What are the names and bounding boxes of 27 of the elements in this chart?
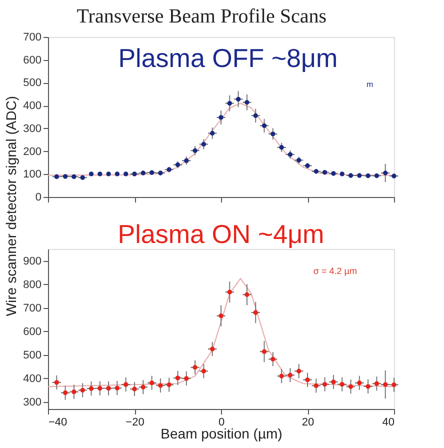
y-tick-label: 100 bbox=[23, 168, 42, 181]
annotation: σ = 4.2 µm bbox=[313, 266, 357, 276]
y-tick-label: 500 bbox=[23, 77, 42, 90]
y-tick-label: 300 bbox=[23, 122, 42, 135]
x-tick-label: −20 bbox=[126, 416, 144, 428]
y-tick-label: 400 bbox=[23, 372, 42, 385]
text: Plasma ON ~4μm bbox=[118, 219, 324, 249]
chart-title: Transverse Beam Profile Scans bbox=[76, 6, 327, 28]
y-tick-label: 600 bbox=[23, 54, 42, 66]
y-tick-label: 800 bbox=[23, 278, 42, 291]
y-tick-label: 400 bbox=[23, 100, 42, 112]
y-tick-label: 300 bbox=[23, 396, 42, 408]
y-tick-label: 0 bbox=[35, 192, 42, 204]
y-tick-label: 600 bbox=[23, 326, 42, 338]
x-tick-label: −40 bbox=[48, 416, 68, 428]
x-tick-label: 0 bbox=[218, 416, 225, 428]
annotation: m bbox=[366, 80, 374, 89]
y-tick-label: 900 bbox=[23, 255, 42, 268]
y-tick-label: 200 bbox=[23, 146, 42, 158]
y-tick-label: 700 bbox=[23, 32, 42, 44]
x-axis-title: Beam position (µm) bbox=[160, 426, 282, 442]
annotation: Plasma OFF ~8μm bbox=[118, 43, 338, 73]
x-tick-label: 20 bbox=[302, 416, 314, 428]
x-tick-label: 40 bbox=[382, 416, 394, 428]
y-axis-title: Wire scanner detector signal (ADC) bbox=[3, 96, 19, 316]
y-tick-label: 500 bbox=[23, 349, 42, 362]
y-tick-label: 700 bbox=[23, 302, 42, 314]
